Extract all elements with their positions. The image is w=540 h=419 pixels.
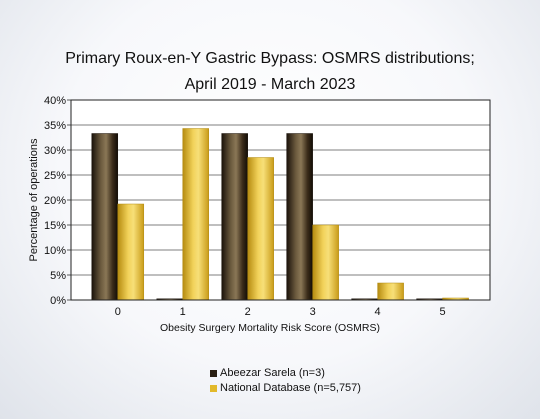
- y-tick-label: 20%: [44, 195, 66, 207]
- bar-abeezar-sarela-2: [221, 133, 248, 301]
- legend-swatch-abeezar-sarela: [210, 370, 217, 377]
- legend-label-national-database: National Database (n=5,757): [220, 382, 361, 394]
- legend: Abeezar Sarela (n=3) National Database (…: [210, 366, 361, 396]
- y-tick-label: 10%: [44, 245, 66, 257]
- bar-national-database-1: [182, 128, 209, 301]
- bar-national-database-0: [117, 203, 145, 301]
- y-tick-label: 35%: [44, 120, 66, 132]
- y-tick-label: 5%: [50, 270, 66, 282]
- bar-abeezar-sarela-3: [286, 133, 313, 301]
- x-tick-label: 1: [180, 306, 186, 318]
- y-tick-label: 30%: [44, 145, 66, 157]
- y-axis-label: Percentage of operations: [28, 138, 40, 261]
- chart-title: Primary Roux-en-Y Gastric Bypass: OSMRS …: [0, 46, 540, 98]
- bar-national-database-2: [247, 157, 274, 301]
- legend-label-abeezar-sarela: Abeezar Sarela (n=3): [220, 367, 325, 379]
- chart-title-line-1: Primary Roux-en-Y Gastric Bypass: OSMRS …: [65, 50, 475, 67]
- x-tick-label: 2: [245, 306, 251, 318]
- x-tick-label: 0: [115, 306, 121, 318]
- y-tick-label: 25%: [44, 170, 66, 182]
- y-tick-label: 15%: [44, 220, 66, 232]
- x-tick-label: 3: [310, 306, 316, 318]
- y-tick-label: 0%: [50, 295, 66, 307]
- legend-swatch-national-database: [210, 385, 217, 392]
- legend-item-abeezar-sarela: Abeezar Sarela (n=3): [210, 366, 361, 381]
- bar-national-database-4: [377, 282, 404, 301]
- plot-area: 0% 5% 10% 15% 20% 25% 30% 35% 40% 0 1 2 3 4 5: [44, 95, 491, 318]
- x-axis-label: Obesity Surgery Mortality Risk Score (OS…: [160, 322, 380, 334]
- y-tick-label: 40%: [44, 95, 66, 107]
- chart-title-line-2: April 2019 - March 2023: [184, 76, 356, 93]
- x-tick-label: 4: [375, 306, 381, 318]
- bar-national-database-3: [312, 224, 339, 301]
- legend-item-national-database: National Database (n=5,757): [210, 381, 361, 396]
- bar-abeezar-sarela-0: [91, 133, 119, 301]
- x-tick-label: 5: [440, 306, 446, 318]
- plot-frame: [70, 99, 491, 301]
